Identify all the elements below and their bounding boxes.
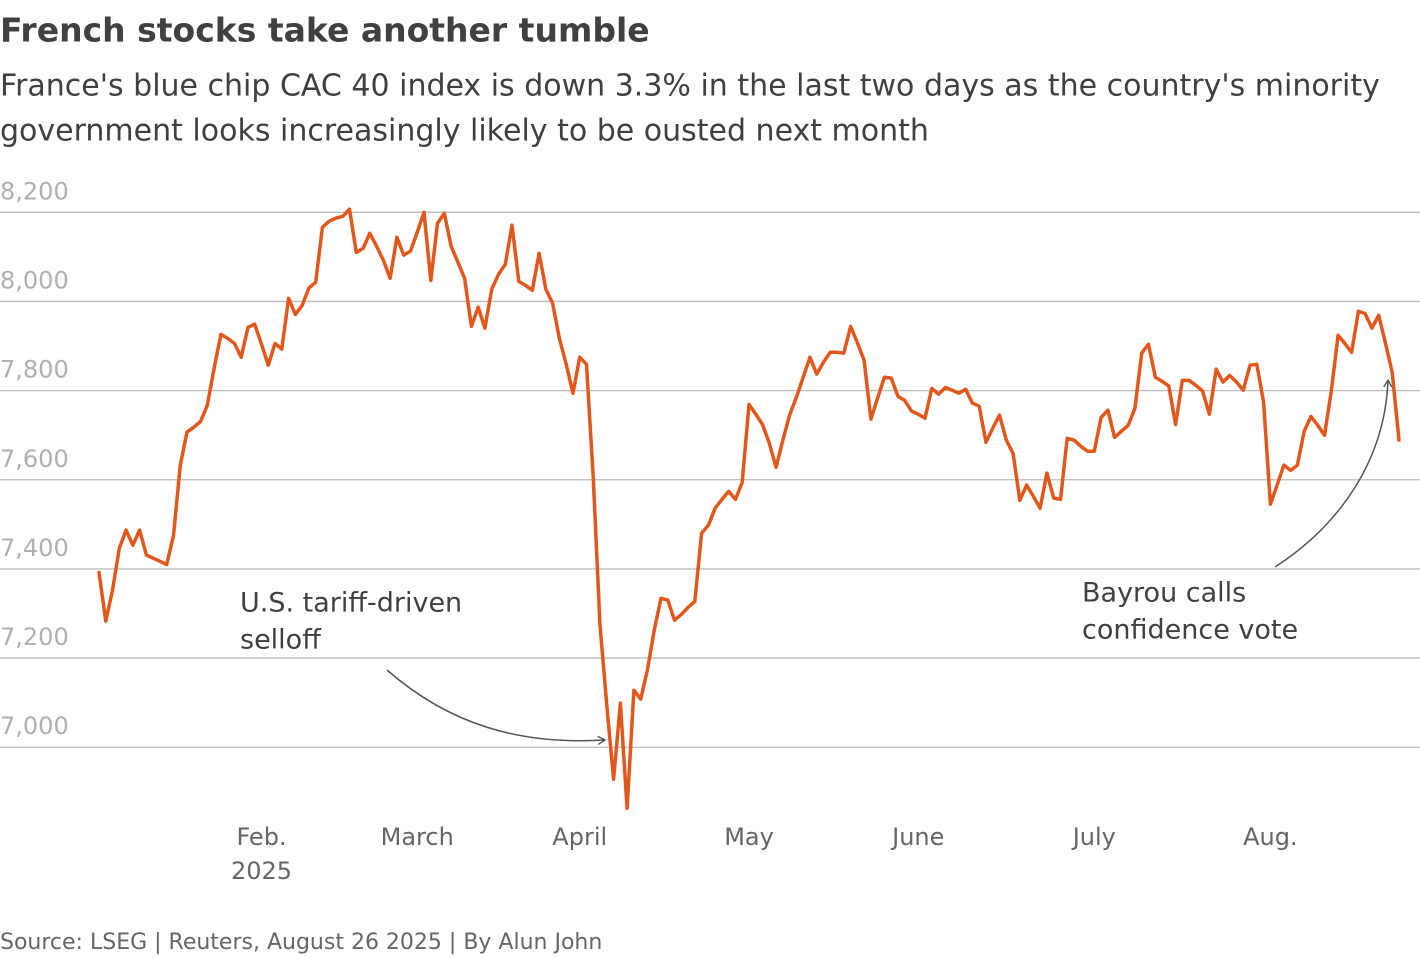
annotation: U.S. tariff-driven xyxy=(240,588,462,619)
annotation-arrow xyxy=(1274,378,1393,568)
y-tick-label: 7,400 xyxy=(0,534,69,562)
y-tick-label: 7,200 xyxy=(0,623,69,651)
x-tick-label: July xyxy=(1071,823,1116,851)
y-tick-label: 7,800 xyxy=(0,356,69,384)
x-tick-year: 2025 xyxy=(231,857,292,885)
x-tick-label: Feb. xyxy=(236,823,286,851)
x-tick-label: May xyxy=(724,823,774,851)
source: Source: LSEG | Reuters, August 26 2025 |… xyxy=(0,930,602,955)
x-tick-label: June xyxy=(890,823,944,851)
annotation: confidence vote xyxy=(1082,615,1298,646)
subtitle-line: government looks increasingly likely to … xyxy=(0,114,929,149)
annotation: Bayrou calls xyxy=(1082,578,1246,609)
x-tick-label: April xyxy=(552,823,607,851)
price-line xyxy=(97,207,1401,811)
y-tick-label: 8,000 xyxy=(0,266,69,294)
y-tick-label: 7,600 xyxy=(0,445,69,473)
subtitle-line: France's blue chip CAC 40 index is down … xyxy=(0,69,1380,104)
chart-title: French stocks take another tumble xyxy=(0,11,650,50)
annotation-arrow xyxy=(386,669,607,745)
y-tick-label: 7,000 xyxy=(0,712,69,740)
x-tick-label: March xyxy=(381,823,454,851)
grid: 7,000 7,200 7,400 7,600 7,800 8,000 8,200 xyxy=(0,177,1420,748)
annotation: selloff xyxy=(240,625,322,656)
y-tick-label: 8,200 xyxy=(0,177,69,205)
x-tick-label: Aug. xyxy=(1243,823,1298,851)
